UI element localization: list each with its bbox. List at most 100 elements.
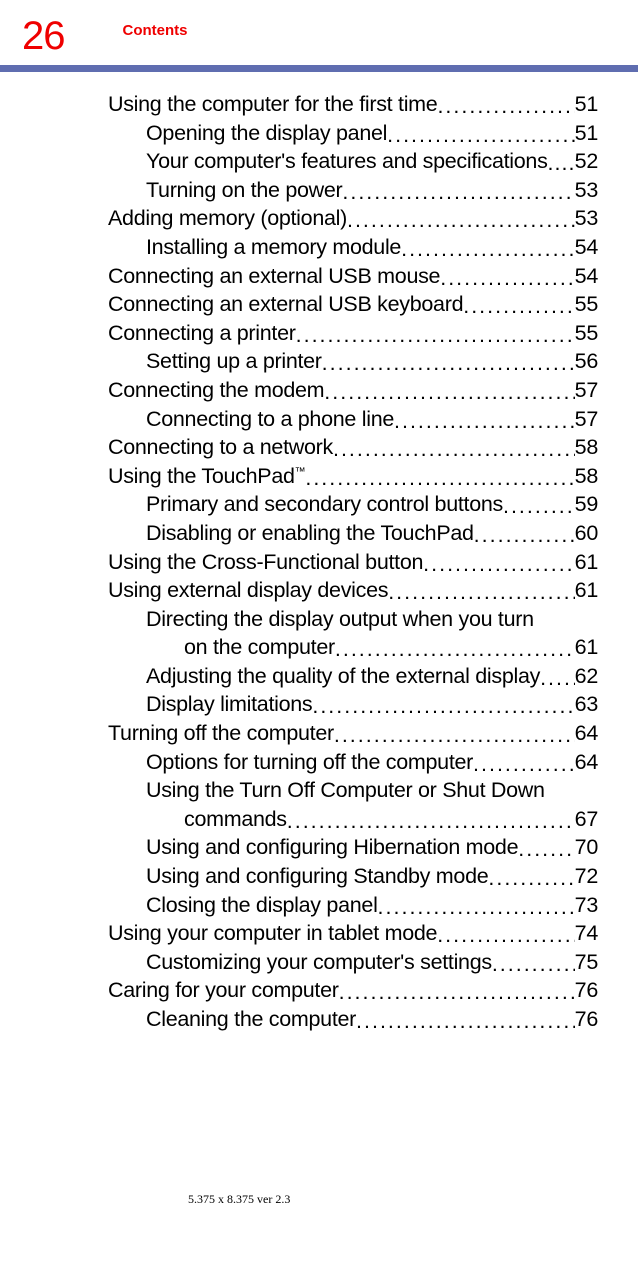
toc-page: 61 (575, 576, 598, 605)
toc-leader-dots (463, 292, 574, 321)
toc-leader-dots (305, 464, 574, 493)
toc-page: 52 (575, 147, 598, 176)
toc-page: 64 (575, 719, 598, 748)
toc-label: Disabling or enabling the TouchPad (146, 519, 474, 548)
toc-row: Using the computer for the first time 51 (108, 90, 598, 119)
toc-label: commands (184, 805, 287, 834)
toc-row: Turning off the computer64 (108, 719, 598, 748)
toc-row: Connecting to a phone line 57 (108, 405, 598, 434)
toc-label: Opening the display panel (146, 119, 387, 148)
toc-page: 57 (575, 376, 598, 405)
toc-leader-dots (356, 1007, 575, 1036)
header-separator (0, 65, 638, 72)
toc-page: 54 (575, 233, 598, 262)
toc-leader-dots (488, 864, 574, 893)
toc-row: Turning on the power 53 (108, 176, 598, 205)
toc-page: 51 (575, 119, 598, 148)
toc-row: Connecting the modem57 (108, 376, 598, 405)
toc-label: Directing the display output when you tu… (146, 605, 534, 634)
toc-leader-dots (339, 978, 575, 1007)
toc-page: 64 (575, 748, 598, 777)
toc-page: 72 (575, 862, 598, 891)
toc-leader-dots (540, 664, 575, 693)
toc-label: Primary and secondary control buttons (146, 490, 503, 519)
toc-label: Connecting a printer (108, 319, 296, 348)
toc-page: 55 (575, 319, 598, 348)
table-of-contents: Using the computer for the first time51O… (0, 90, 638, 1034)
toc-leader-dots (503, 492, 575, 521)
toc-row: Adding memory (optional) 53 (108, 204, 598, 233)
toc-page: 59 (575, 490, 598, 519)
toc-page: 58 (575, 462, 598, 491)
toc-row: Opening the display panel 51 (108, 119, 598, 148)
toc-label: Using and configuring Hibernation mode (146, 833, 518, 862)
toc-label: Adjusting the quality of the external di… (146, 662, 540, 691)
toc-leader-dots (296, 321, 575, 350)
toc-page: 74 (575, 919, 598, 948)
toc-row: Using your computer in tablet mode 74 (108, 919, 598, 948)
toc-leader-dots (440, 264, 574, 293)
toc-leader-dots (378, 893, 575, 922)
toc-row: Directing the display output when you tu… (108, 605, 598, 634)
toc-row: Using and configuring Standby mode 72 (108, 862, 598, 891)
toc-page: 53 (575, 176, 598, 205)
toc-label: Closing the display panel (146, 891, 378, 920)
toc-leader-dots (492, 950, 575, 979)
toc-leader-dots (322, 349, 575, 378)
toc-page: 76 (575, 976, 598, 1005)
toc-leader-dots (342, 178, 574, 207)
toc-leader-dots (437, 92, 574, 121)
toc-page: 76 (575, 1005, 598, 1034)
toc-label: Using the Cross-Functional button (108, 548, 423, 577)
toc-label: Using external display devices (108, 576, 388, 605)
toc-label: Using the computer for the first time (108, 90, 437, 119)
toc-row: Connecting an external USB keyboard55 (108, 290, 598, 319)
toc-page: 54 (575, 262, 598, 291)
toc-page: 60 (575, 519, 598, 548)
toc-row: Caring for your computer 76 (108, 976, 598, 1005)
toc-page: 75 (575, 948, 598, 977)
toc-row: Your computer's features and specificati… (108, 147, 598, 176)
toc-label: Using and configuring Standby mode (146, 862, 488, 891)
toc-leader-dots (473, 750, 575, 779)
toc-row: Connecting a printer 55 (108, 319, 598, 348)
toc-row: Options for turning off the computer64 (108, 748, 598, 777)
toc-page: 57 (575, 405, 598, 434)
toc-row: Closing the display panel73 (108, 891, 598, 920)
toc-leader-dots (347, 206, 575, 235)
toc-page: 63 (575, 690, 598, 719)
toc-page: 51 (575, 90, 598, 119)
section-title: Contents (123, 22, 188, 39)
toc-row: Using and configuring Hibernation mode 70 (108, 833, 598, 862)
toc-leader-dots (518, 835, 574, 864)
toc-leader-dots (312, 692, 574, 721)
toc-row: Display limitations63 (108, 690, 598, 719)
toc-page: 53 (575, 204, 598, 233)
toc-leader-dots (333, 435, 575, 464)
toc-label: Caring for your computer (108, 976, 339, 1005)
toc-page: 70 (575, 833, 598, 862)
toc-leader-dots (335, 635, 575, 664)
toc-label: Connecting an external USB mouse (108, 262, 440, 291)
toc-label: Connecting to a phone line (146, 405, 394, 434)
toc-label: Setting up a printer (146, 347, 322, 376)
toc-row: Using external display devices 61 (108, 576, 598, 605)
toc-label: Turning on the power (146, 176, 342, 205)
toc-leader-dots (548, 149, 575, 178)
toc-page: 58 (575, 433, 598, 462)
toc-leader-dots (423, 550, 575, 579)
toc-row: Installing a memory module54 (108, 233, 598, 262)
toc-leader-dots (334, 721, 575, 750)
toc-row: Adjusting the quality of the external di… (108, 662, 598, 691)
toc-row: Disabling or enabling the TouchPad 60 (108, 519, 598, 548)
toc-label: Using your computer in tablet mode (108, 919, 437, 948)
toc-leader-dots (387, 121, 575, 150)
toc-label: Your computer's features and specificati… (146, 147, 548, 176)
toc-page: 55 (575, 290, 598, 319)
toc-leader-dots (287, 807, 575, 836)
toc-label: Adding memory (optional) (108, 204, 347, 233)
toc-leader-dots (324, 378, 574, 407)
toc-leader-dots (437, 921, 574, 950)
toc-row: Connecting to a network58 (108, 433, 598, 462)
toc-page: 62 (575, 662, 598, 691)
